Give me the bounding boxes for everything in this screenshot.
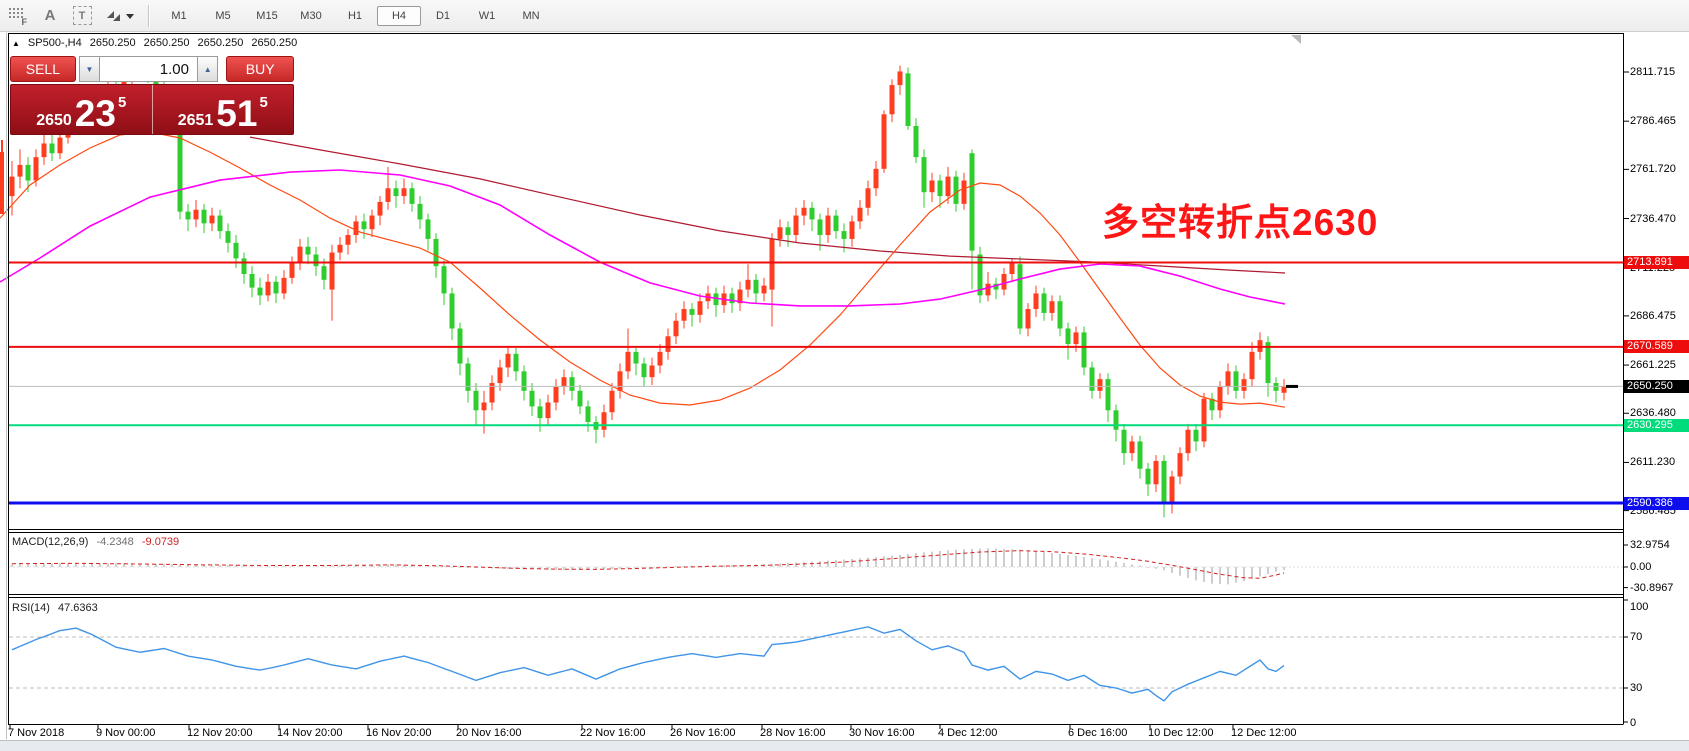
- quote-low: 2650.250: [197, 37, 244, 49]
- arrows-tool-icon[interactable]: [100, 3, 138, 29]
- timeframe-button-h1[interactable]: H1: [347, 9, 363, 22]
- time-tick-label: 9 Nov 00:00: [96, 727, 156, 739]
- time-tick-label: 7 Nov 2018: [8, 727, 65, 739]
- text-tool-icon[interactable]: A: [44, 7, 56, 24]
- ask-fraction: 5: [259, 94, 268, 111]
- price-tick-label: 2786.465: [1630, 115, 1676, 128]
- time-tick-label: 4 Dec 12:00: [938, 727, 998, 739]
- quote-close: 2650.250: [251, 37, 298, 49]
- timeframe-button-h4[interactable]: H4: [377, 5, 421, 26]
- time-tick-label: 28 Nov 16:00: [760, 727, 826, 739]
- volume-input[interactable]: 1.00: [100, 56, 197, 82]
- timeframe-button-mn[interactable]: MN: [522, 9, 540, 22]
- bid-points: 23: [74, 92, 116, 134]
- rsi-axis-label: 70: [1630, 631, 1643, 643]
- chart-shift-marker-icon[interactable]: [1291, 35, 1301, 44]
- bid-handle: 2650: [36, 112, 72, 129]
- volume-decrease-button[interactable]: ▼: [78, 56, 101, 82]
- price-tick-label: 2611.230: [1630, 456, 1676, 469]
- price-tick-label: 2761.720: [1630, 163, 1676, 176]
- ask-quote[interactable]: 2651 51 5: [153, 85, 294, 134]
- price-tick-label: 2736.470: [1630, 212, 1676, 225]
- time-tick-label: 22 Nov 16:00: [580, 727, 646, 739]
- text-label-icon[interactable]: T: [68, 3, 96, 29]
- price-level-tag: 2630.295: [1624, 418, 1689, 432]
- one-click-trade-panel: SELL ▼ 1.00 ▲ BUY 2650 23 5 2651 51 5: [10, 56, 295, 135]
- price-tick-label: 2636.480: [1630, 407, 1676, 420]
- time-tick-label: 10 Dec 12:00: [1148, 727, 1214, 739]
- sell-button[interactable]: SELL: [10, 56, 76, 82]
- dots-glyph: [9, 7, 23, 18]
- symbol-title: SP500-,H4: [27, 37, 82, 49]
- timeframe-button-m1[interactable]: M1: [171, 9, 187, 22]
- time-tick-label: 26 Nov 16:00: [670, 727, 736, 739]
- ask-handle: 2651: [177, 112, 214, 129]
- timeframe-button-m15[interactable]: M15: [256, 9, 278, 22]
- quote-high: 2650.250: [143, 37, 190, 49]
- timeframe-button-m30[interactable]: M30: [300, 9, 322, 22]
- price-tick-label: 2661.225: [1630, 359, 1676, 372]
- toolbar: F A T M1 M5 M15 M30 H1 H4 D1 W1 MN: [0, 0, 1689, 32]
- buy-button[interactable]: BUY: [226, 56, 295, 82]
- time-tick-label: 30 Nov 16:00: [849, 727, 915, 739]
- bid-fraction: 5: [117, 94, 127, 111]
- time-tick-label: 12 Dec 12:00: [1231, 727, 1297, 739]
- ask-points: 51: [216, 92, 258, 134]
- macd-label: MACD(12,26,9) -4.2348 -9.0739: [12, 536, 179, 548]
- macd-axis-label: 0.00: [1630, 561, 1652, 573]
- price-level-tag: 2670.589: [1624, 340, 1689, 354]
- toolbar-separator: [148, 4, 150, 27]
- price-level-tag: 2713.891: [1624, 256, 1689, 269]
- time-tick-label: 14 Nov 20:00: [277, 727, 343, 739]
- price-tick-label: 2686.475: [1630, 309, 1676, 322]
- price-level-tag: 2650.250: [1624, 379, 1689, 393]
- time-tick-label: 6 Dec 16:00: [1068, 727, 1128, 739]
- time-tick-label: 12 Nov 20:00: [187, 727, 253, 739]
- bid-quote[interactable]: 2650 23 5: [11, 85, 153, 134]
- macd-main-value: -4.2348: [96, 536, 134, 548]
- rsi-axis-label: 100: [1630, 601, 1649, 613]
- collapse-triangle-icon[interactable]: ▲: [12, 38, 20, 48]
- indicator-grid-icon[interactable]: F: [4, 3, 32, 29]
- macd-signal-value: -9.0739: [141, 536, 180, 548]
- timeframe-button-d1[interactable]: D1: [435, 9, 451, 22]
- bid-ask-quote-box: 2650 23 5 2651 51 5: [10, 84, 294, 135]
- timeframe-button-m5[interactable]: M5: [215, 9, 231, 22]
- volume-increase-button[interactable]: ▲: [196, 56, 219, 82]
- chart-annotation-text: 多空转折点2630: [1102, 202, 1379, 243]
- macd-axis-label: -30.8967: [1630, 581, 1674, 594]
- rsi-name: RSI(14): [12, 602, 50, 614]
- macd-name: MACD(12,26,9): [12, 536, 89, 548]
- window-left-border: [6, 33, 7, 739]
- price-level-tag: 2590.386: [1624, 496, 1689, 510]
- window-bottom-strip: [0, 740, 1689, 751]
- time-tick-label: 20 Nov 16:00: [456, 727, 522, 739]
- rsi-value: 47.6363: [57, 602, 98, 614]
- price-tick-label: 2811.715: [1630, 66, 1676, 78]
- macd-axis-label: 32.9754: [1630, 539, 1670, 551]
- quote-open: 2650.250: [89, 37, 136, 49]
- rsi-axis-label: 30: [1630, 682, 1643, 694]
- arrows-glyph: [107, 10, 134, 21]
- rsi-axis-label: 0: [1630, 717, 1637, 729]
- f-glyph: F: [21, 16, 28, 27]
- rsi-label: RSI(14) 47.6363: [12, 602, 98, 614]
- timeframe-button-w1[interactable]: W1: [478, 9, 496, 22]
- chart-header: ▲ SP500-,H4 2650.250 2650.250 2650.250 2…: [12, 37, 297, 49]
- timeframe-row: M1 M5 M15 M30 H1 H4 D1 W1 MN: [157, 4, 553, 28]
- time-tick-label: 16 Nov 20:00: [366, 727, 432, 739]
